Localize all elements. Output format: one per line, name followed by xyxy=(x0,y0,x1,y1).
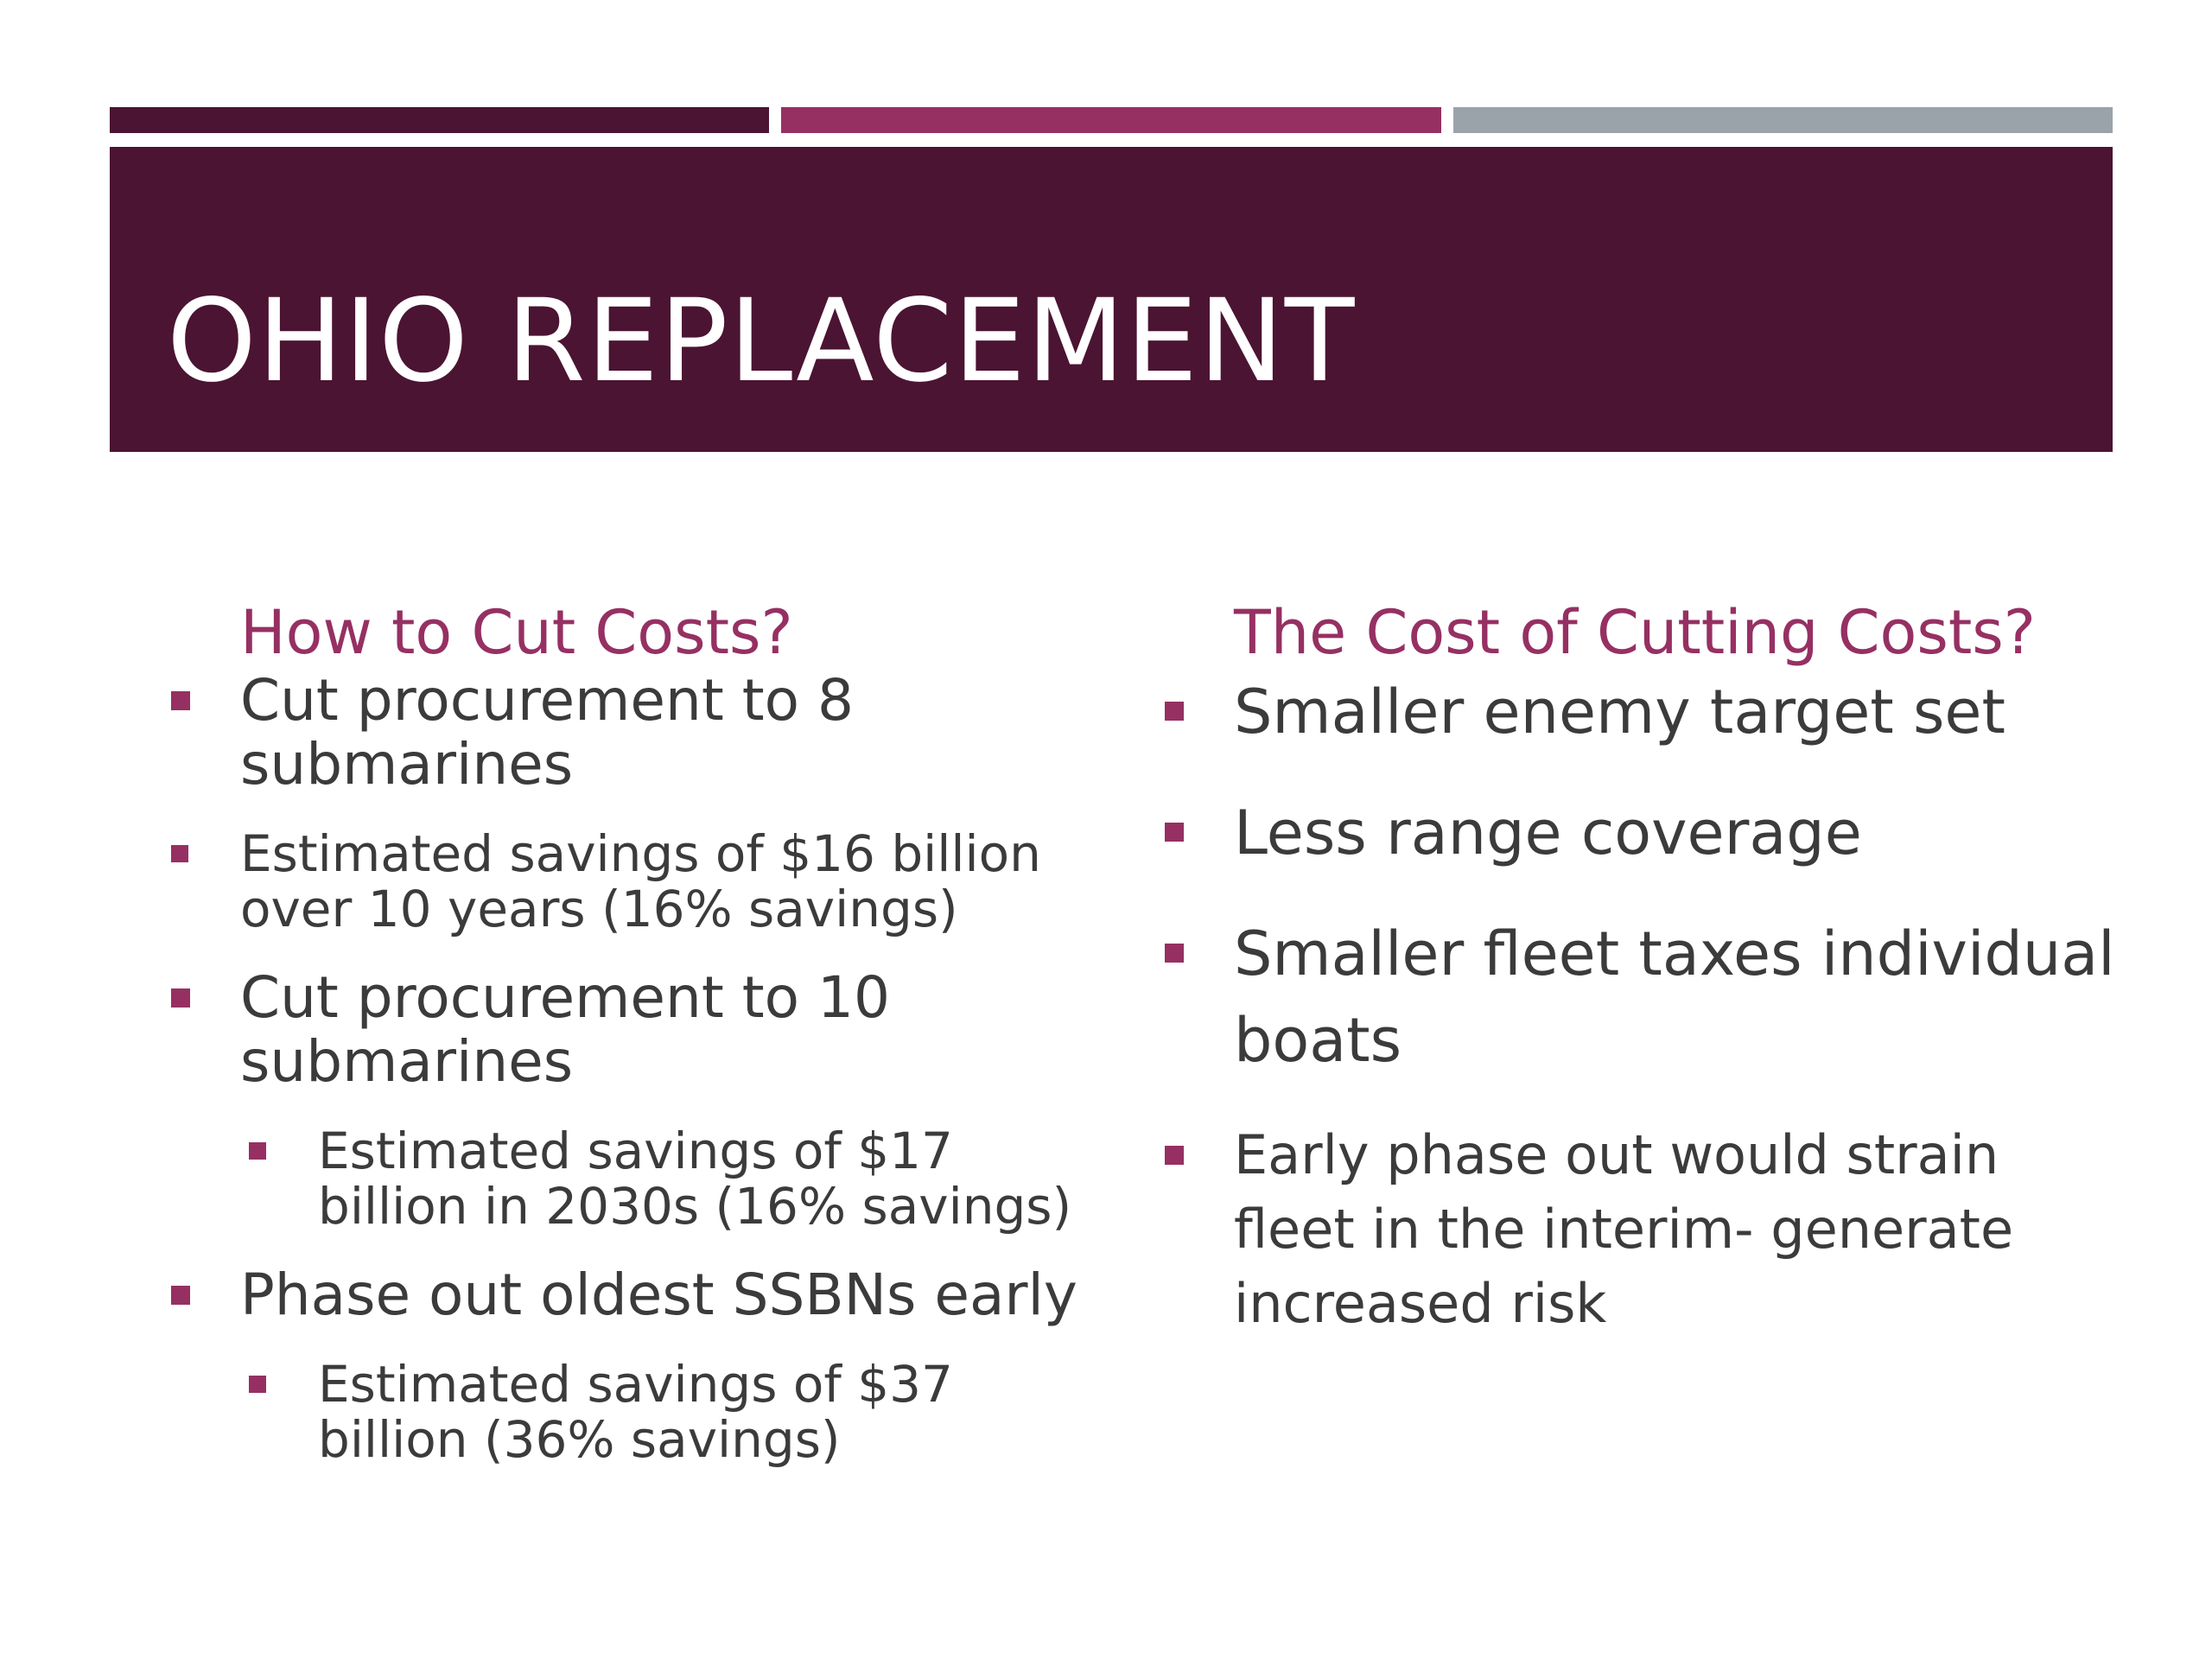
right-column: The Cost of Cutting Costs? Smaller enemy… xyxy=(1158,596,2134,1376)
list-item-text: Smaller fleet taxes individual boats xyxy=(1234,918,2115,1076)
top-accent-bars xyxy=(110,107,2113,133)
list-item-text: Early phase out would strain fleet in th… xyxy=(1234,1123,2014,1335)
right-bullet-list: Smaller enemy target set Less range cove… xyxy=(1158,669,2134,1341)
list-item: Cut procurement to 8 submarines xyxy=(164,669,1115,797)
list-item-text: Cut procurement to 8 submarines xyxy=(240,667,854,798)
list-item-text: Phase out oldest SSBNs early xyxy=(240,1262,1077,1328)
square-bullet-icon xyxy=(1165,1146,1184,1165)
square-bullet-icon xyxy=(249,1376,266,1393)
square-bullet-icon xyxy=(1165,702,1184,721)
right-column-heading: The Cost of Cutting Costs? xyxy=(1234,597,2036,668)
list-item: Smaller enemy target set xyxy=(1158,669,2134,755)
square-bullet-icon xyxy=(1165,823,1184,842)
list-item-text: Estimated savings of $16 billion over 10… xyxy=(240,824,1041,938)
list-item-text: Less range coverage xyxy=(1234,798,1862,868)
left-column: How to Cut Costs? Cut procurement to 8 s… xyxy=(164,596,1115,1497)
square-bullet-icon xyxy=(171,988,190,1007)
list-item-text: Estimated savings of $37 billion (36% sa… xyxy=(318,1355,953,1469)
square-bullet-icon xyxy=(171,1286,190,1305)
accent-bar-gray xyxy=(1452,107,2113,133)
list-item: Phase out oldest SSBNs early xyxy=(164,1263,1115,1327)
square-bullet-icon xyxy=(249,1142,266,1160)
list-item: Estimated savings of $17 billion in 2030… xyxy=(242,1123,1115,1234)
title-band: OHIO REPLACEMENT xyxy=(110,147,2113,452)
square-bullet-icon xyxy=(1165,944,1184,963)
list-item-text: Cut procurement to 10 submarines xyxy=(240,964,890,1095)
square-bullet-icon xyxy=(171,691,190,710)
list-item: Estimated savings of $37 billion (36% sa… xyxy=(242,1357,1115,1467)
left-column-heading: How to Cut Costs? xyxy=(240,597,793,668)
list-item: Early phase out would strain fleet in th… xyxy=(1158,1118,2134,1341)
slide-title: OHIO REPLACEMENT xyxy=(167,275,1356,408)
list-item: Less range coverage xyxy=(1158,790,2134,876)
list-item: Cut procurement to 10 submarines xyxy=(164,966,1115,1094)
list-item: Estimated savings of $16 billion over 10… xyxy=(164,826,1115,937)
left-bullet-list: Cut procurement to 8 submarines Estimate… xyxy=(164,669,1115,1467)
accent-bar-dark xyxy=(110,107,770,133)
list-item: Smaller fleet taxes individual boats xyxy=(1158,911,2134,1084)
square-bullet-icon xyxy=(171,845,188,862)
list-item-text: Estimated savings of $17 billion in 2030… xyxy=(318,1122,1072,1236)
list-item-text: Smaller enemy target set xyxy=(1234,677,2005,747)
accent-bar-magenta xyxy=(781,107,1441,133)
